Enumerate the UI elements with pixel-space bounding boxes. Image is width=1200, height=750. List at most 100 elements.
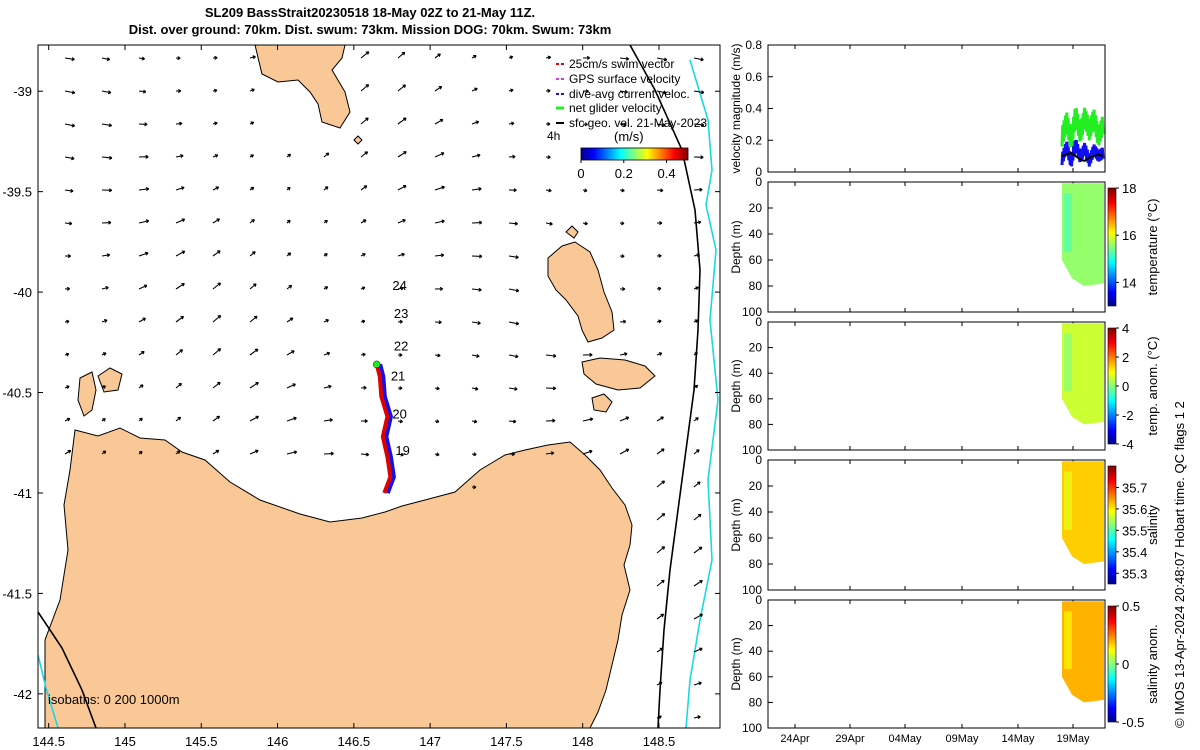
current-arrow: [434, 152, 445, 158]
current-arrow: [138, 450, 143, 455]
speed-colorbar: (m/s) 0 0.2 0.4: [577, 129, 689, 181]
temp_anom-colorbar-tick-0: 4: [1122, 321, 1129, 336]
temp_anom-y-tick-3: 60: [749, 392, 763, 406]
velocity-y-tick-0: 0: [755, 165, 762, 179]
current-arrow: [471, 54, 477, 59]
temperature-colorbar: [1107, 187, 1117, 307]
temperature-section: [1062, 183, 1104, 286]
salinity-y-tick-2: 40: [749, 505, 763, 519]
map-panel: 24 23 22 21 20 19 144.5 145 145.5 146 146.5 147 147…: [2, 44, 721, 749]
current-arrow: [360, 319, 366, 324]
current-arrow: [101, 450, 107, 455]
current-arrow: [619, 448, 630, 455]
track-start-marker: [372, 360, 381, 369]
current-arrow: [323, 384, 332, 389]
current-arrow: [175, 250, 186, 257]
current-arrow: [582, 417, 594, 422]
current-arrow: [286, 186, 291, 191]
current-arrow: [101, 385, 106, 389]
current-arrow: [175, 186, 185, 191]
current-arrow: [434, 185, 445, 191]
temperature-y-tick-3: 60: [749, 253, 763, 267]
salinity_anom-colorbar: [1107, 605, 1117, 723]
current-arrow: [582, 122, 588, 127]
temperature-colorbar-tick-2: 14: [1122, 275, 1136, 290]
current-arrow: [101, 90, 112, 95]
current-arrow: [323, 186, 329, 191]
current-arrow: [64, 352, 70, 357]
salinity-colorbar-tick-1: 35.6: [1122, 502, 1147, 517]
current-arrow: [582, 221, 588, 226]
current-arrow: [138, 317, 146, 323]
current-arrow: [693, 513, 702, 521]
temperature-y-tick-0: 0: [755, 175, 762, 189]
map-x-tick-0: 144.5: [32, 734, 65, 749]
current-arrow: [138, 122, 148, 127]
current-arrow: [212, 282, 222, 290]
current-arrow: [693, 417, 699, 422]
current-arrow: [508, 419, 517, 424]
current-arrow: [656, 546, 666, 554]
current-arrow: [656, 319, 662, 324]
salinity-ylabel: Depth (m): [729, 498, 743, 551]
current-arrow: [619, 221, 625, 226]
current-arrow: [138, 350, 145, 356]
current-arrow: [545, 121, 551, 127]
time-tick-4: 14May: [1001, 733, 1035, 745]
current-arrow: [64, 57, 75, 62]
current-arrow: [471, 287, 482, 292]
current-arrow: [101, 155, 113, 160]
current-arrow: [545, 353, 557, 358]
current-arrow: [212, 88, 218, 93]
current-arrow: [619, 352, 628, 357]
current-arrow: [101, 418, 106, 422]
map-y-tick-2: -40: [13, 285, 32, 300]
salinity_anom-colorbar-tick-2: -0.5: [1122, 715, 1144, 730]
temp_anom-section: [1062, 323, 1104, 425]
salinity_anom-y-tick-2: 40: [749, 644, 763, 658]
current-arrow: [471, 254, 483, 259]
current-arrow: [175, 56, 181, 61]
current-arrow: [582, 89, 589, 94]
speed-colorbar-tick-0: 0: [577, 166, 584, 181]
speed-colorbar-tick-1: 0.2: [615, 166, 633, 181]
temperature-y-tick-2: 40: [749, 227, 763, 241]
current-arrow: [619, 89, 628, 94]
current-arrow: [619, 416, 630, 422]
tasmania-land: [44, 427, 633, 728]
current-arrow: [138, 187, 150, 192]
salinity-colorbar-label: salinity: [1145, 505, 1160, 545]
current-arrow: [397, 218, 406, 224]
current-arrow: [175, 315, 185, 323]
current-arrow: [619, 286, 626, 292]
speed-colorbar-label: (m/s): [614, 129, 644, 144]
current-arrow: [656, 188, 664, 193]
current-arrow: [656, 57, 668, 62]
salinity-colorbar-tick-0: 35.7: [1122, 480, 1147, 495]
time-tick-3: 09May: [945, 733, 979, 745]
current-arrow: [397, 352, 403, 358]
map-x-tick-1: 145: [114, 734, 136, 749]
salinity_anom-section: [1062, 601, 1104, 703]
current-arrow: [545, 55, 552, 60]
track-red-vectors: [374, 363, 393, 494]
current-arrow: [286, 219, 291, 224]
current-arrow: [360, 84, 370, 92]
current-arrow: [471, 220, 483, 225]
map-x-tick-2: 145.5: [185, 734, 218, 749]
current-arrow: [656, 286, 662, 291]
salinity-y-tick-0: 0: [755, 453, 762, 467]
current-arrow: [471, 187, 482, 191]
velocity-axes-box: [767, 44, 1106, 173]
salinity-colorbar-tick-3: 35.4: [1122, 545, 1147, 560]
current-arrow: [545, 188, 552, 193]
current-arrow: [64, 254, 71, 259]
current-arrow: [656, 253, 662, 258]
current-arrow: [397, 84, 407, 92]
current-arrow: [471, 485, 477, 490]
current-arrow: [397, 151, 407, 158]
current-arrow: [175, 349, 184, 356]
current-arrow: [397, 117, 407, 125]
current-arrow: [582, 188, 588, 193]
panel-temperature: 0 20 40 60 80 100 Depth (m) 18 16 14 temperature (…: [729, 175, 1160, 319]
